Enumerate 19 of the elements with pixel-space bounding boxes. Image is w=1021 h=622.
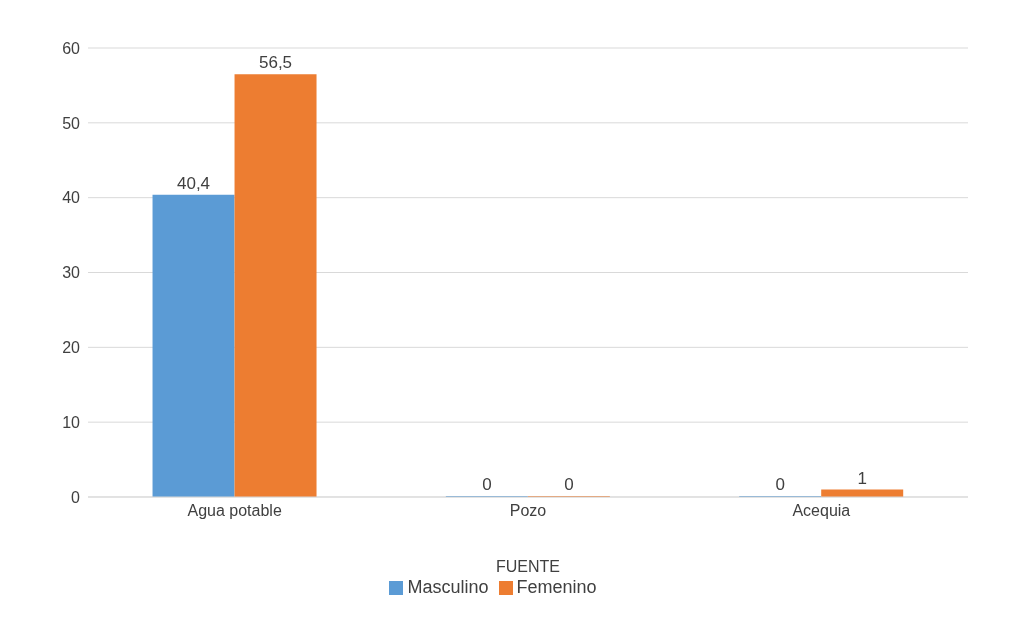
data-label: 0 xyxy=(482,475,492,494)
data-label: 56,5 xyxy=(258,53,293,73)
data-label: 0 xyxy=(775,475,785,494)
x-tick-label: Agua potable xyxy=(187,502,282,520)
y-tick-label: 10 xyxy=(62,413,81,431)
y-tick-label: 50 xyxy=(62,114,81,132)
legend-label: Femenino xyxy=(516,577,597,597)
data-label: 1 xyxy=(857,468,867,488)
y-tick-label: 0 xyxy=(71,488,81,506)
x-tick-label: Pozo xyxy=(509,502,547,520)
data-label: 40,4 xyxy=(176,173,211,193)
x-axis-title: FUENTE xyxy=(496,558,560,575)
data-label: 0 xyxy=(564,475,574,494)
y-tick-label: 60 xyxy=(62,39,81,57)
x-tick-label: Acequia xyxy=(792,502,851,520)
y-tick-label: 40 xyxy=(62,189,81,207)
y-tick-label: 30 xyxy=(62,264,81,282)
y-tick-label: 20 xyxy=(62,339,81,357)
legend-label: Masculino xyxy=(407,577,489,597)
